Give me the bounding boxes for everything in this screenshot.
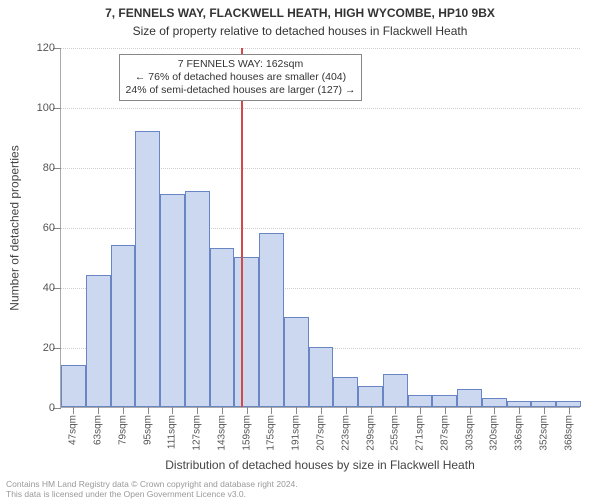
gridline xyxy=(61,108,580,109)
histogram-bar xyxy=(284,317,309,407)
x-tick-label: 63sqm xyxy=(93,415,104,445)
x-tick xyxy=(73,407,74,414)
attribution-line-2: This data is licensed under the Open Gov… xyxy=(6,490,298,499)
x-tick xyxy=(494,407,495,414)
annotation-line-1: 7 FENNELS WAY: 162sqm xyxy=(126,58,356,71)
chart-title-address: 7, FENNELS WAY, FLACKWELL HEATH, HIGH WY… xyxy=(0,6,600,20)
x-tick-label: 368sqm xyxy=(563,415,574,451)
histogram-bar xyxy=(408,395,433,407)
x-tick-label: 127sqm xyxy=(192,415,203,451)
subject-marker-line xyxy=(241,48,243,407)
x-tick-label: 223sqm xyxy=(340,415,351,451)
x-tick xyxy=(222,407,223,414)
chart-subtitle: Size of property relative to detached ho… xyxy=(0,24,600,38)
y-tick-label: 100 xyxy=(15,102,55,114)
x-tick-label: 303sqm xyxy=(464,415,475,451)
x-tick-label: 352sqm xyxy=(538,415,549,451)
annotation-line-3: 24% of semi-detached houses are larger (… xyxy=(126,84,356,97)
histogram-bar xyxy=(432,395,457,407)
gridline xyxy=(61,48,580,49)
annotation-line-2: ← 76% of detached houses are smaller (40… xyxy=(126,71,356,84)
x-tick xyxy=(519,407,520,414)
x-tick xyxy=(123,407,124,414)
x-tick-label: 255sqm xyxy=(390,415,401,451)
histogram-bar xyxy=(333,377,358,407)
histogram-bar xyxy=(482,398,507,407)
x-tick xyxy=(247,407,248,414)
x-tick-label: 95sqm xyxy=(142,415,153,445)
x-tick-label: 175sqm xyxy=(266,415,277,451)
y-tick-label: 60 xyxy=(15,222,55,234)
annotation-box: 7 FENNELS WAY: 162sqm ← 76% of detached … xyxy=(119,54,363,101)
histogram-bar xyxy=(309,347,334,407)
histogram-bar xyxy=(160,194,185,407)
x-tick xyxy=(569,407,570,414)
attribution: Contains HM Land Registry data © Crown c… xyxy=(6,480,298,499)
histogram-bar xyxy=(358,386,383,407)
histogram-bar xyxy=(210,248,235,407)
x-tick-label: 271sqm xyxy=(415,415,426,451)
x-tick xyxy=(445,407,446,414)
x-tick xyxy=(346,407,347,414)
x-tick-label: 143sqm xyxy=(216,415,227,451)
x-tick xyxy=(197,407,198,414)
chart-container: { "chart": { "type": "histogram", "title… xyxy=(0,0,600,500)
histogram-bar xyxy=(185,191,210,407)
x-tick xyxy=(371,407,372,414)
x-tick-label: 159sqm xyxy=(241,415,252,451)
x-tick xyxy=(470,407,471,414)
x-tick-label: 320sqm xyxy=(489,415,500,451)
x-tick xyxy=(420,407,421,414)
x-tick-label: 191sqm xyxy=(291,415,302,451)
x-tick xyxy=(98,407,99,414)
histogram-bar xyxy=(259,233,284,407)
x-tick-label: 336sqm xyxy=(514,415,525,451)
x-tick xyxy=(296,407,297,414)
x-tick xyxy=(148,407,149,414)
x-tick-label: 239sqm xyxy=(365,415,376,451)
x-tick xyxy=(321,407,322,414)
x-tick xyxy=(395,407,396,414)
y-tick-label: 80 xyxy=(15,162,55,174)
histogram-bar xyxy=(61,365,86,407)
y-tick-label: 0 xyxy=(15,402,55,414)
histogram-bar xyxy=(135,131,160,407)
x-axis-title: Distribution of detached houses by size … xyxy=(60,458,580,472)
y-tick-label: 40 xyxy=(15,282,55,294)
histogram-bar xyxy=(383,374,408,407)
x-tick-label: 47sqm xyxy=(68,415,79,445)
y-tick-label: 120 xyxy=(15,42,55,54)
histogram-bar xyxy=(234,257,259,407)
y-tick-label: 20 xyxy=(15,342,55,354)
x-tick xyxy=(172,407,173,414)
x-tick xyxy=(544,407,545,414)
histogram-bar xyxy=(86,275,111,407)
histogram-bar xyxy=(111,245,136,407)
x-tick-label: 287sqm xyxy=(439,415,450,451)
histogram-bar xyxy=(457,389,482,407)
plot-area: 02040608010012047sqm63sqm79sqm95sqm111sq… xyxy=(60,48,580,408)
x-tick-label: 111sqm xyxy=(167,415,178,449)
x-tick xyxy=(271,407,272,414)
x-tick-label: 79sqm xyxy=(117,415,128,445)
x-tick-label: 207sqm xyxy=(316,415,327,451)
